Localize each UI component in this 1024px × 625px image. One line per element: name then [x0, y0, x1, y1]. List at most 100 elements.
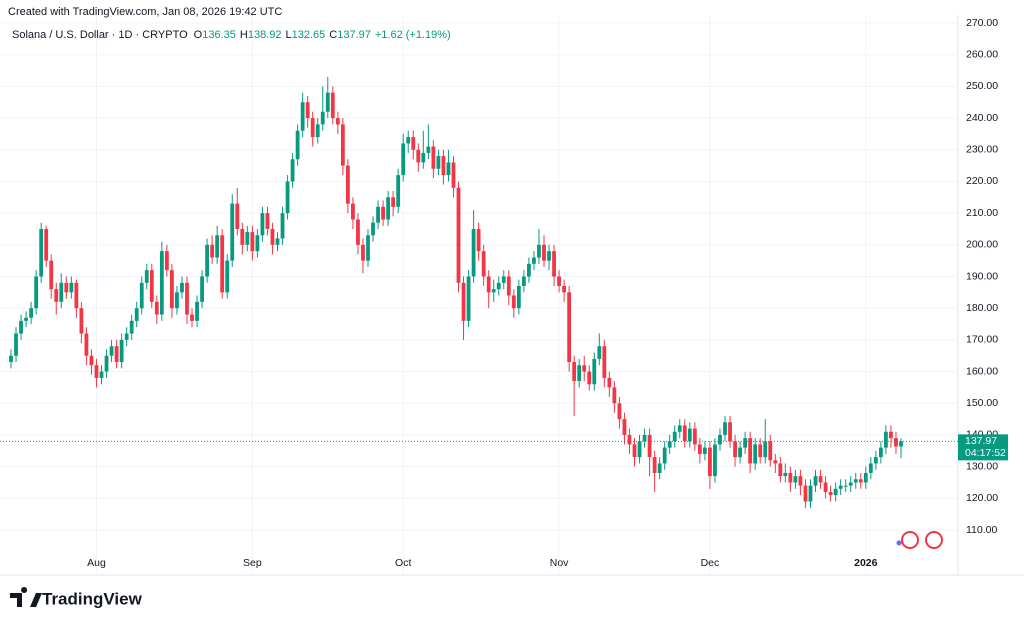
y-tick-label: 250.00	[966, 80, 998, 92]
candle-body	[386, 197, 391, 220]
candle-body	[320, 111, 325, 125]
brand: TradingView	[10, 587, 143, 608]
legend-symbol: Solana / U.S. Dollar · 1D · CRYPTO	[12, 29, 188, 41]
candle-body	[702, 447, 707, 454]
candle-body	[240, 228, 245, 245]
candle-body	[491, 289, 496, 293]
candle-body	[255, 235, 260, 252]
x-tick-label: Nov	[550, 557, 569, 569]
y-tick-label: 110.00	[966, 524, 997, 536]
candle-body	[275, 238, 280, 245]
candle-body	[788, 472, 793, 483]
candle-body	[396, 175, 401, 207]
candle-body	[265, 213, 270, 229]
candle-body	[356, 219, 360, 245]
candle-body	[159, 251, 164, 315]
candle-body	[567, 292, 572, 363]
legend-key: H	[240, 29, 248, 41]
x-tick-label: Dec	[701, 557, 720, 569]
candles	[0, 76, 958, 508]
countdown: 04:17:52	[965, 447, 1006, 459]
candle-body	[270, 228, 275, 245]
candle-body	[225, 260, 230, 293]
candle-body	[325, 92, 330, 112]
candle-body	[773, 460, 778, 464]
candle-body	[185, 282, 189, 315]
candle-body	[24, 317, 28, 321]
candle-body	[210, 244, 215, 258]
candle-body	[64, 282, 69, 293]
candle-body	[642, 434, 647, 442]
legend-change: +1.62 (+1.19%)	[375, 29, 451, 41]
candle-body	[818, 476, 823, 483]
candle-body	[481, 251, 486, 277]
candle-body	[401, 143, 406, 176]
candle-body	[175, 292, 179, 309]
candle-body	[542, 244, 546, 261]
candle-body	[602, 346, 607, 378]
candle-body	[451, 162, 456, 188]
x-tick-label: Aug	[87, 557, 106, 569]
candle-body	[260, 213, 265, 236]
event-dot	[896, 540, 902, 546]
candle-body	[848, 482, 853, 486]
candle-body	[235, 203, 240, 229]
candle-body	[426, 146, 431, 153]
candle-body	[456, 187, 461, 283]
candle-body	[501, 276, 506, 283]
y-tick-label: 180.00	[966, 302, 998, 314]
candle-body	[672, 431, 677, 442]
candle-body	[109, 346, 114, 356]
candle-body	[376, 206, 380, 223]
x-tick-label: Oct	[395, 557, 411, 569]
candle-body	[657, 463, 662, 473]
candle-body	[89, 355, 94, 366]
candle-body	[899, 441, 903, 447]
y-tick-label: 240.00	[966, 112, 998, 124]
candle-body	[552, 251, 556, 277]
candle-body	[718, 434, 722, 445]
candle-body	[682, 425, 687, 442]
candle-body	[808, 485, 813, 502]
candle-body	[215, 235, 220, 258]
candle-body	[798, 476, 803, 486]
candle-body	[134, 308, 139, 321]
candle-body	[381, 206, 385, 220]
candle-body	[59, 282, 64, 302]
candle-body	[124, 333, 129, 340]
candle-body	[74, 282, 79, 309]
candle-body	[170, 270, 174, 309]
candle-body	[612, 387, 617, 404]
candle-body	[833, 488, 838, 496]
candle-body	[572, 362, 577, 382]
legend-value: 136.35	[202, 29, 236, 41]
candle-body	[557, 276, 561, 287]
candle-body	[411, 137, 416, 150]
event-icon	[901, 531, 919, 549]
candle-body	[783, 472, 788, 477]
candle-body	[637, 441, 642, 458]
candle-body	[361, 244, 365, 261]
candle-body	[340, 124, 345, 166]
candle-body	[868, 463, 873, 473]
candle-body	[436, 156, 441, 169]
axes: 110.00120.00130.00140.00150.00160.00170.…	[87, 17, 1008, 569]
candle-body	[622, 419, 627, 435]
y-tick-label: 270.00	[966, 17, 998, 29]
candle-body	[366, 235, 370, 261]
candle-body	[697, 444, 702, 454]
candle-body	[592, 358, 597, 385]
y-tick-label: 200.00	[966, 239, 998, 251]
candle-body	[496, 282, 501, 290]
y-tick-label: 150.00	[966, 397, 998, 409]
candle-body	[692, 428, 697, 445]
candle-body	[391, 197, 396, 207]
candle-body	[421, 152, 426, 163]
last-price-badge	[958, 434, 1008, 461]
candle-body	[577, 365, 582, 382]
candle-body	[39, 228, 44, 277]
candle-body	[486, 276, 491, 293]
event-icon	[925, 531, 943, 549]
candle-body	[29, 308, 34, 318]
